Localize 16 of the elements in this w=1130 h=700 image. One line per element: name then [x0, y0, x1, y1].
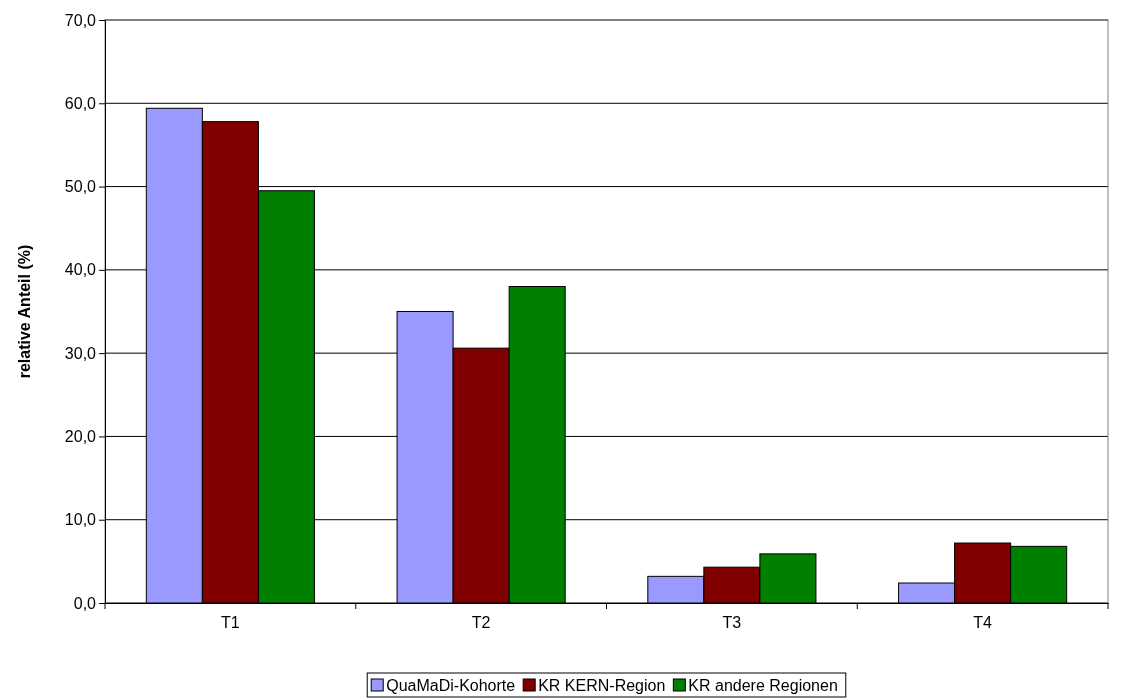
- x-tick-label: T3: [722, 614, 742, 632]
- y-tick-label: 10,0: [64, 511, 97, 529]
- y-tick-label: 30,0: [64, 344, 97, 362]
- y-tick-label: 20,0: [64, 428, 97, 446]
- y-tick-label: 50,0: [64, 178, 97, 196]
- y-tick-label: 60,0: [64, 94, 97, 112]
- y-tick-label: 40,0: [64, 261, 97, 279]
- y-axis-title: relative Anteil (%): [16, 244, 33, 379]
- x-tick-label: T4: [973, 614, 993, 632]
- x-tick-label: T2: [471, 614, 491, 632]
- y-tick-label: 0,0: [73, 594, 97, 612]
- x-tick-label: T1: [221, 614, 240, 632]
- legend-label: KR andere Regionen: [688, 677, 838, 694]
- y-tick-label: 70,0: [64, 11, 97, 29]
- legend-label: KR KERN-Region: [538, 677, 666, 694]
- legend-label: QuaMaDi-Kohorte: [386, 677, 516, 694]
